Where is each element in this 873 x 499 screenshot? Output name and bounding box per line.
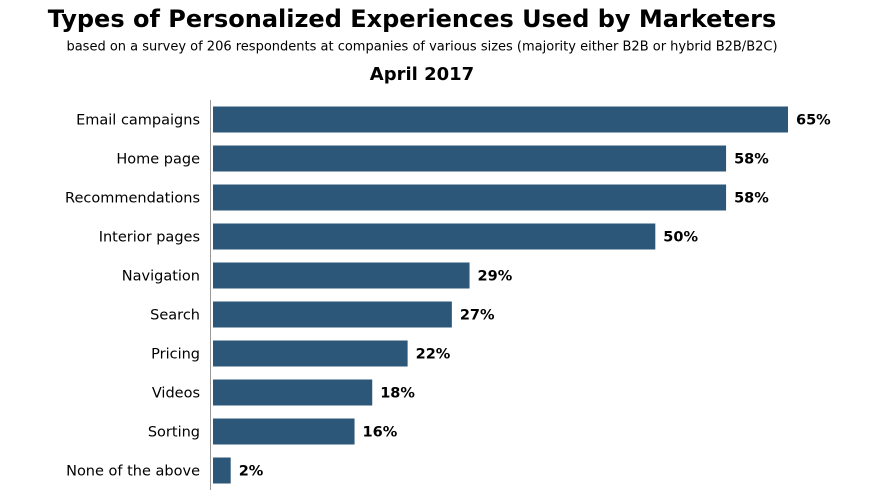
- category-label: Navigation: [122, 269, 200, 285]
- chart-period: April 2017: [370, 64, 474, 85]
- chart-subtitle: based on a survey of 206 respondents at …: [66, 40, 777, 55]
- category-label: Videos: [152, 386, 200, 402]
- bar: [213, 379, 373, 406]
- value-label: 50%: [663, 230, 698, 246]
- value-label: 27%: [460, 308, 495, 324]
- bar: [213, 340, 408, 367]
- bar: [213, 262, 470, 289]
- category-label: None of the above: [66, 464, 200, 480]
- value-label: 65%: [796, 113, 831, 129]
- bar: [213, 301, 452, 328]
- bar: [213, 145, 727, 172]
- value-label: 16%: [363, 425, 398, 441]
- bar: [213, 418, 355, 445]
- value-label: 22%: [416, 347, 451, 363]
- category-label: Email campaigns: [76, 113, 200, 129]
- value-label: 58%: [734, 191, 769, 207]
- category-label: Home page: [116, 152, 200, 168]
- value-label: 18%: [380, 386, 415, 402]
- bar: [213, 106, 788, 133]
- value-label: 29%: [478, 269, 513, 285]
- value-label: 2%: [239, 464, 264, 480]
- category-label: Recommendations: [65, 191, 200, 207]
- bar: [213, 457, 231, 484]
- chart-title: Types of Personalized Experiences Used b…: [48, 5, 777, 33]
- category-label: Pricing: [151, 347, 200, 363]
- category-label: Sorting: [148, 425, 200, 441]
- category-label: Interior pages: [99, 230, 200, 246]
- value-label: 58%: [734, 152, 769, 168]
- category-label: Search: [150, 308, 200, 324]
- bar: [213, 223, 656, 250]
- bar: [213, 184, 727, 211]
